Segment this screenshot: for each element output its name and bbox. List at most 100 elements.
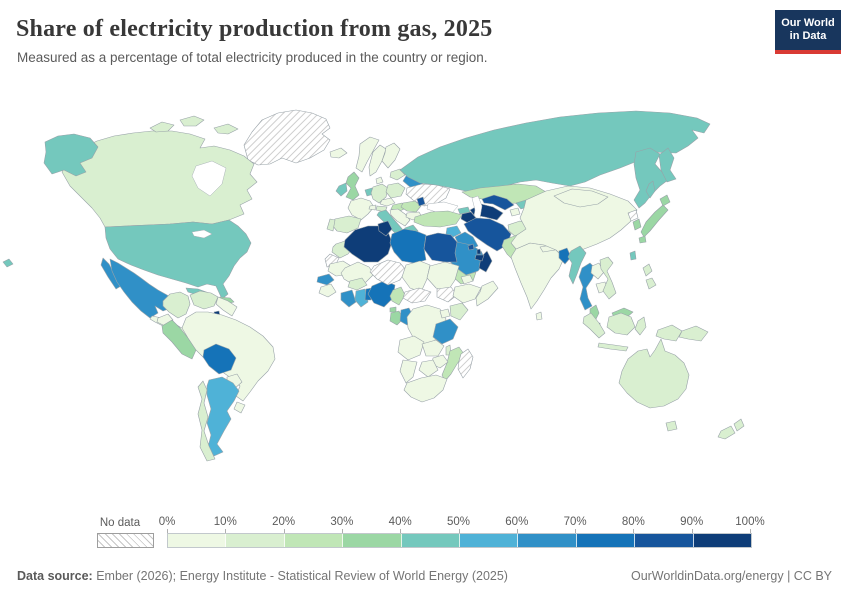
country-qatar[interactable] (476, 248, 482, 255)
country-chad[interactable] (401, 260, 431, 293)
country-papua-new-guinea[interactable] (678, 325, 709, 342)
country-canada[interactable] (149, 121, 175, 133)
country-algeria[interactable] (343, 225, 393, 263)
country-eritrea[interactable] (460, 274, 474, 285)
country-australia[interactable] (665, 420, 678, 432)
country-japan[interactable] (640, 204, 669, 238)
country-chile[interactable] (197, 380, 216, 462)
country-indonesia[interactable] (597, 342, 629, 352)
country-russia[interactable] (645, 180, 656, 199)
country-new-zealand[interactable] (733, 418, 745, 432)
country-tanzania[interactable] (432, 318, 459, 345)
country-ethiopia[interactable] (452, 283, 482, 304)
country-libya[interactable] (389, 228, 427, 264)
legend-segment-6[interactable] (518, 534, 577, 547)
country-united-states[interactable] (104, 219, 252, 300)
country-south-korea[interactable] (632, 218, 642, 231)
country-guyana[interactable] (215, 296, 238, 317)
country-vietnam[interactable] (599, 256, 617, 300)
country-equatorial-guinea[interactable] (389, 306, 397, 313)
country-canada[interactable] (179, 115, 205, 127)
country-moldova[interactable] (416, 196, 426, 207)
country-norway[interactable] (355, 136, 380, 173)
country-philippines[interactable] (645, 277, 657, 290)
country-australia[interactable] (618, 338, 690, 409)
legend-segment-4[interactable] (401, 534, 461, 547)
country-indonesia[interactable] (606, 312, 636, 336)
country-denmark[interactable] (375, 176, 384, 185)
country-united-arab-emirates[interactable] (474, 254, 485, 262)
no-data-swatch[interactable] (97, 533, 154, 548)
country-serbia[interactable] (389, 208, 411, 227)
owid-logo[interactable]: Our World in Data (775, 10, 841, 54)
country-tunisia[interactable] (377, 220, 393, 237)
country-syria[interactable] (445, 225, 462, 238)
owid-url-link[interactable]: OurWorldinData.org/energy (630, 569, 784, 583)
country-niger[interactable] (369, 259, 407, 286)
country-colombia[interactable] (162, 291, 191, 319)
legend-segment-9[interactable] (693, 534, 752, 547)
country-cameroon[interactable] (389, 286, 406, 306)
country-indonesia[interactable] (582, 312, 606, 339)
country-lithuania[interactable] (389, 168, 406, 181)
country-indonesia[interactable] (634, 316, 647, 336)
country-japan[interactable] (638, 235, 647, 244)
country-bangladesh[interactable] (558, 247, 572, 265)
country-portugal[interactable] (326, 218, 336, 232)
country-india[interactable] (510, 242, 565, 310)
country-united-states[interactable] (2, 258, 14, 268)
country-czechia[interactable] (379, 197, 396, 207)
legend-segment-3[interactable] (343, 534, 402, 547)
country-united-kingdom[interactable] (345, 171, 360, 201)
legend-segment-7[interactable] (576, 534, 636, 547)
country-mozambique[interactable] (441, 346, 465, 382)
country-greenland[interactable] (243, 109, 331, 166)
country-indonesia[interactable] (655, 324, 683, 342)
country-madagascar[interactable] (457, 348, 474, 379)
country-ghana[interactable] (354, 288, 369, 308)
country-taiwan[interactable] (629, 250, 637, 261)
country-mexico[interactable] (100, 257, 122, 290)
legend-segment-2[interactable] (284, 534, 344, 547)
country-new-zealand[interactable] (717, 425, 736, 440)
country-mongolia[interactable] (553, 188, 609, 208)
country-peru[interactable] (161, 319, 197, 360)
country-uzbekistan[interactable] (481, 194, 515, 211)
country-gabon[interactable] (389, 310, 404, 326)
country-ukraine[interactable] (405, 183, 451, 207)
country-myanmar[interactable] (567, 245, 587, 285)
country-sri-lanka[interactable] (535, 311, 543, 321)
country-uruguay[interactable] (233, 401, 246, 414)
country-uganda[interactable] (439, 308, 451, 319)
country-botswana[interactable] (418, 359, 439, 378)
country-south-sudan[interactable] (436, 286, 458, 303)
country-sudan[interactable] (426, 261, 460, 293)
country-burkina-faso[interactable] (347, 277, 368, 291)
country-kuwait[interactable] (467, 243, 475, 251)
country-guinea[interactable] (318, 283, 337, 298)
country-egypt[interactable] (423, 232, 458, 263)
country-japan[interactable] (659, 194, 671, 207)
country-central-african-republic[interactable] (402, 287, 432, 304)
legend-segment-8[interactable] (635, 534, 694, 547)
country-united-states[interactable] (43, 133, 99, 177)
country-ireland[interactable] (335, 182, 348, 197)
country-mali[interactable] (340, 261, 375, 286)
country-namibia[interactable] (399, 359, 418, 384)
country-iceland[interactable] (329, 147, 348, 159)
country-switzerland[interactable] (368, 204, 377, 211)
license-link[interactable]: CC BY (793, 569, 832, 583)
country-venezuela[interactable] (189, 290, 219, 310)
country-sweden[interactable] (368, 144, 387, 177)
country-angola[interactable] (397, 335, 425, 361)
country-argentina[interactable] (206, 376, 240, 457)
country-poland[interactable] (385, 182, 406, 199)
country-turkey[interactable] (413, 210, 463, 228)
country-bolivia[interactable] (202, 343, 237, 375)
country-russia[interactable] (658, 147, 677, 183)
country-philippines[interactable] (642, 263, 653, 277)
country-south-africa[interactable] (403, 374, 448, 403)
country-north-korea[interactable] (627, 209, 639, 222)
legend-segment-5[interactable] (460, 534, 519, 547)
country-somalia[interactable] (475, 280, 499, 307)
